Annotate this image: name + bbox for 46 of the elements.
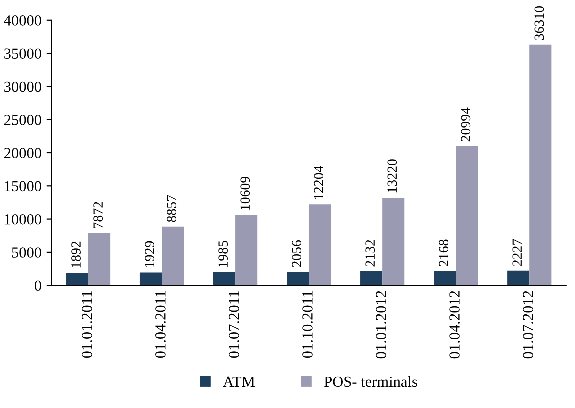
data-label: 20994 — [461, 108, 471, 142]
bar — [382, 198, 405, 286]
bar — [162, 226, 184, 286]
x-tick-label: 01.04.2012 — [450, 291, 460, 359]
data-label: 13220 — [388, 160, 398, 193]
data-label: 2227 — [512, 239, 522, 266]
x-tick-label: 01.01.2012 — [376, 291, 386, 359]
data-label: 1985 — [218, 241, 228, 268]
bar — [434, 271, 456, 286]
data-label: 8857 — [167, 195, 177, 222]
x-tick-label: 01.07.2011 — [229, 291, 240, 358]
y-tick-label: 15000 — [5, 181, 42, 192]
bar — [213, 272, 236, 286]
y-tick-label: 30000 — [4, 82, 42, 92]
bar — [456, 146, 478, 286]
y-tick-label: 20000 — [4, 148, 42, 158]
x-tick-label: 01.01.2011 — [82, 291, 92, 358]
y-tick-label: 5000 — [12, 248, 42, 258]
bar — [508, 270, 530, 286]
bar — [140, 272, 162, 286]
data-label: 1892 — [72, 242, 81, 268]
bar — [309, 204, 332, 286]
data-label: 10609 — [240, 176, 250, 210]
bar — [236, 215, 258, 286]
data-label: 1929 — [145, 241, 154, 268]
y-tick-label: 10000 — [5, 214, 42, 225]
y-tick-label: 40000 — [4, 16, 42, 26]
data-label: 7872 — [94, 202, 104, 228]
bar — [66, 273, 89, 286]
data-label: 2056 — [292, 240, 302, 268]
x-tick-label: 01.10.2011 — [302, 291, 313, 358]
bar — [88, 233, 111, 286]
x-tick-label: 01.07.2012 — [523, 291, 534, 359]
data-label: 36310 — [534, 6, 544, 40]
data-label: 2168 — [439, 240, 449, 266]
legend-label: ATM — [223, 376, 255, 387]
x-tick-label: 01.04.2011 — [156, 291, 166, 358]
data-label: 2132 — [366, 240, 376, 267]
bar — [530, 44, 552, 286]
y-tick-label: 0 — [34, 280, 42, 292]
y-tick-label: 35000 — [4, 48, 42, 59]
bar — [360, 271, 383, 286]
legend-label: POS- terminals — [324, 376, 418, 388]
y-tick-label: 25000 — [4, 114, 42, 126]
bar — [287, 272, 310, 286]
data-label: 12204 — [314, 166, 324, 200]
